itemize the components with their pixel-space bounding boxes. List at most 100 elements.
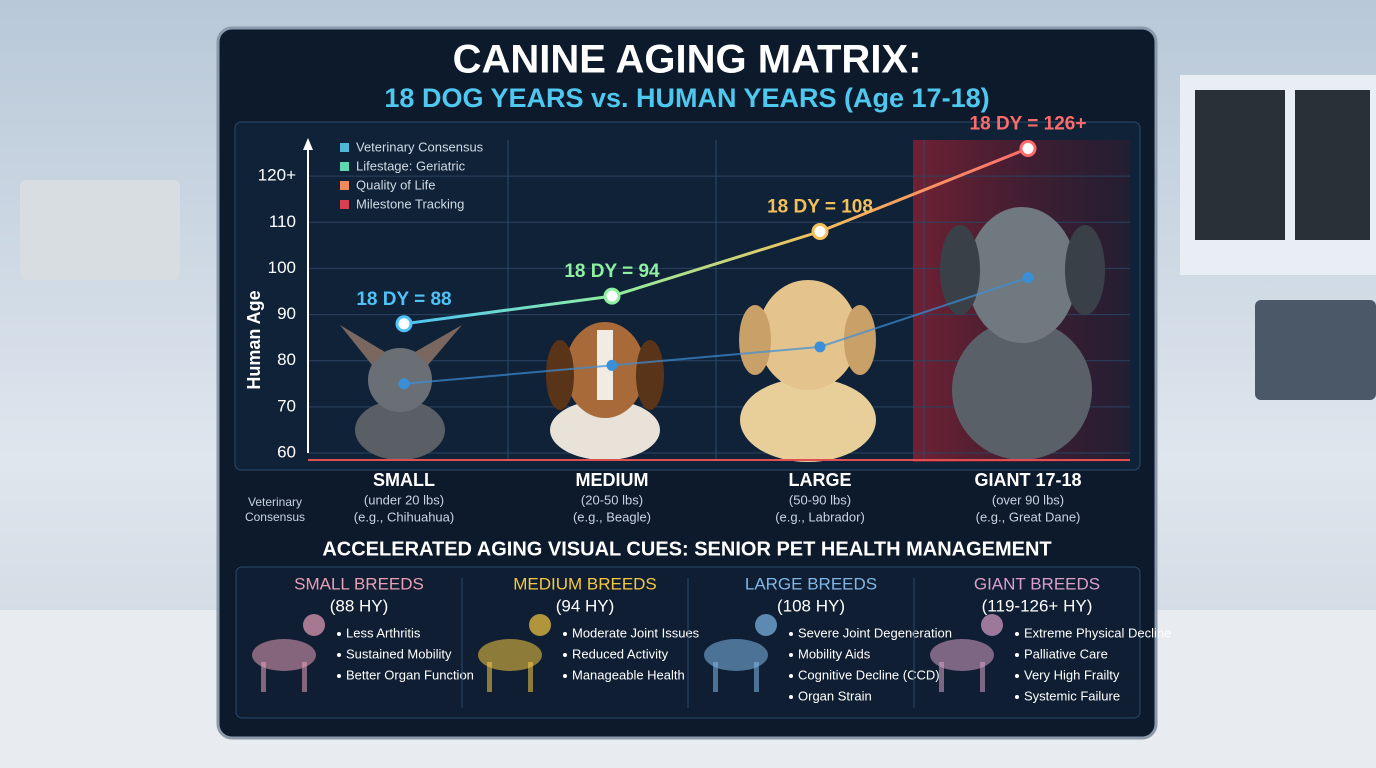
data-point <box>398 378 410 390</box>
card-bullet: Moderate Joint Issues <box>572 625 700 640</box>
card-bullet: Very High Frailty <box>1024 667 1120 682</box>
x-tick-label: MEDIUM <box>576 470 649 490</box>
legend-swatch <box>340 200 349 209</box>
card-bullet: Sustained Mobility <box>346 646 452 661</box>
data-label: 18 DY = 94 <box>564 261 660 282</box>
card-bullet: Palliative Care <box>1024 646 1108 661</box>
bullet <box>1015 653 1019 657</box>
card-bullet: Organ Strain <box>798 688 872 703</box>
dog-ear <box>546 340 574 410</box>
monitor <box>1255 300 1376 400</box>
dog-ear <box>844 305 876 375</box>
x-tick-label: GIANT 17-18 <box>974 470 1081 490</box>
y-tick-label: 90 <box>277 304 296 323</box>
dog-icon-body <box>252 639 316 671</box>
x-tick-label: LARGE <box>789 470 852 490</box>
y-axis-arrow <box>303 138 313 150</box>
dog-icon-leg <box>528 662 533 692</box>
series-line <box>403 147 1029 326</box>
bullet <box>337 653 341 657</box>
data-label: 18 DY = 126+ <box>970 113 1087 134</box>
dog-head <box>758 280 858 390</box>
legend-label: Lifestage: Geriatric <box>356 158 466 173</box>
chart-subtitle: 18 DOG YEARS vs. HUMAN YEARS (Age 17-18) <box>384 83 989 113</box>
card-bullet: Extreme Physical Decline <box>1024 625 1171 640</box>
card-bullet: Mobility Aids <box>798 646 871 661</box>
dog-icon-head <box>529 614 551 636</box>
bullet <box>563 674 567 678</box>
category-detail: (under 20 lbs) <box>364 492 444 507</box>
dog-ear <box>415 325 462 365</box>
data-label: 18 DY = 88 <box>356 289 451 310</box>
bullet <box>337 674 341 678</box>
y-tick-label: 120+ <box>258 166 296 185</box>
dog-icon-head <box>303 614 325 636</box>
dog-icon-head <box>981 614 1003 636</box>
dog-icon-body <box>930 639 994 671</box>
data-point <box>811 223 829 241</box>
category-detail: (over 90 lbs) <box>992 492 1064 507</box>
dog-ear <box>1065 225 1105 315</box>
machine <box>20 180 180 280</box>
card-bullet: Better Organ Function <box>346 667 474 682</box>
dog-head <box>368 348 432 412</box>
legend-label: Quality of Life <box>356 177 436 192</box>
card-bullet: Less Arthritis <box>346 625 421 640</box>
dog-icon-leg <box>980 662 985 692</box>
card-subtitle: (88 HY) <box>330 596 389 615</box>
bullet <box>337 632 341 636</box>
data-label: 18 DY = 108 <box>767 197 873 218</box>
xray <box>1295 90 1370 240</box>
card-subtitle: (108 HY) <box>777 596 845 615</box>
dog-ear <box>940 225 980 315</box>
card-bullet: Reduced Activity <box>572 646 669 661</box>
bullet <box>1015 632 1019 636</box>
dog-icon-leg <box>261 662 266 692</box>
dog-icon-head <box>755 614 777 636</box>
card-title: GIANT BREEDS <box>974 574 1100 593</box>
bullet <box>789 695 793 699</box>
card-bullet: Cognitive Decline (CCD) <box>798 667 940 682</box>
category-detail: (e.g., Chihuahua) <box>354 509 454 524</box>
bullet <box>1015 695 1019 699</box>
card-subtitle: (94 HY) <box>556 596 615 615</box>
bullet <box>789 674 793 678</box>
y-tick-label: 80 <box>277 350 296 369</box>
card-title: MEDIUM BREEDS <box>513 574 657 593</box>
dog-icon-body <box>704 639 768 671</box>
y-tick-label: 100 <box>268 258 296 277</box>
data-point <box>1022 272 1034 284</box>
dog-body <box>740 378 876 462</box>
dog-head <box>967 207 1077 343</box>
card-bullet: Systemic Failure <box>1024 688 1120 703</box>
bullet <box>789 653 793 657</box>
y-tick-label: 110 <box>269 212 296 231</box>
dog-icon-leg <box>487 662 492 692</box>
y-tick-label: 70 <box>277 396 296 415</box>
data-point <box>603 287 621 305</box>
data-point <box>395 315 413 333</box>
x-tick-label: SMALL <box>373 470 435 490</box>
category-detail: (20-50 lbs) <box>581 492 643 507</box>
xray <box>1195 90 1285 240</box>
category-detail: (50-90 lbs) <box>789 492 851 507</box>
chart-title: CANINE AGING MATRIX: <box>453 38 922 82</box>
category-detail: (e.g., Beagle) <box>573 509 651 524</box>
legend-label: Veterinary Consensus <box>356 139 484 154</box>
data-point <box>814 341 826 353</box>
dog-icon-leg <box>754 662 759 692</box>
dog-icon-leg <box>939 662 944 692</box>
card-bullet: Manageable Health <box>572 667 685 682</box>
data-point <box>1019 139 1037 157</box>
dog-body <box>550 400 660 460</box>
dog-body <box>355 400 445 460</box>
bullet <box>563 632 567 636</box>
legend-label: Milestone Tracking <box>356 196 464 211</box>
y-tick-label: 60 <box>277 442 296 461</box>
y-axis-label: Human Age <box>244 290 264 389</box>
card-subtitle: (119-126+ HY) <box>982 596 1093 615</box>
legend-swatch <box>340 143 349 152</box>
bullet <box>1015 674 1019 678</box>
dog-icon-leg <box>713 662 718 692</box>
